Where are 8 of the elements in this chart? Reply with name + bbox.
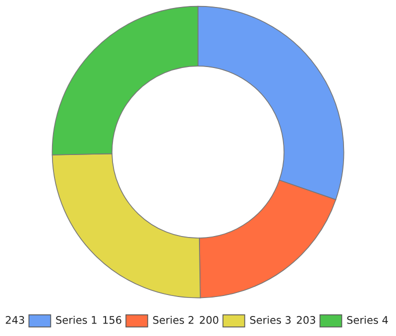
data-label: 243: [6, 316, 24, 324]
data-label: 200: [200, 316, 218, 324]
legend-label: Series 4: [347, 316, 388, 324]
legend-label: Series 2: [153, 316, 194, 324]
data-label: 156: [103, 316, 122, 324]
legend-label: Series 1: [56, 316, 96, 324]
data-label: 203: [296, 316, 316, 324]
legend-label: Series 3: [250, 316, 291, 324]
